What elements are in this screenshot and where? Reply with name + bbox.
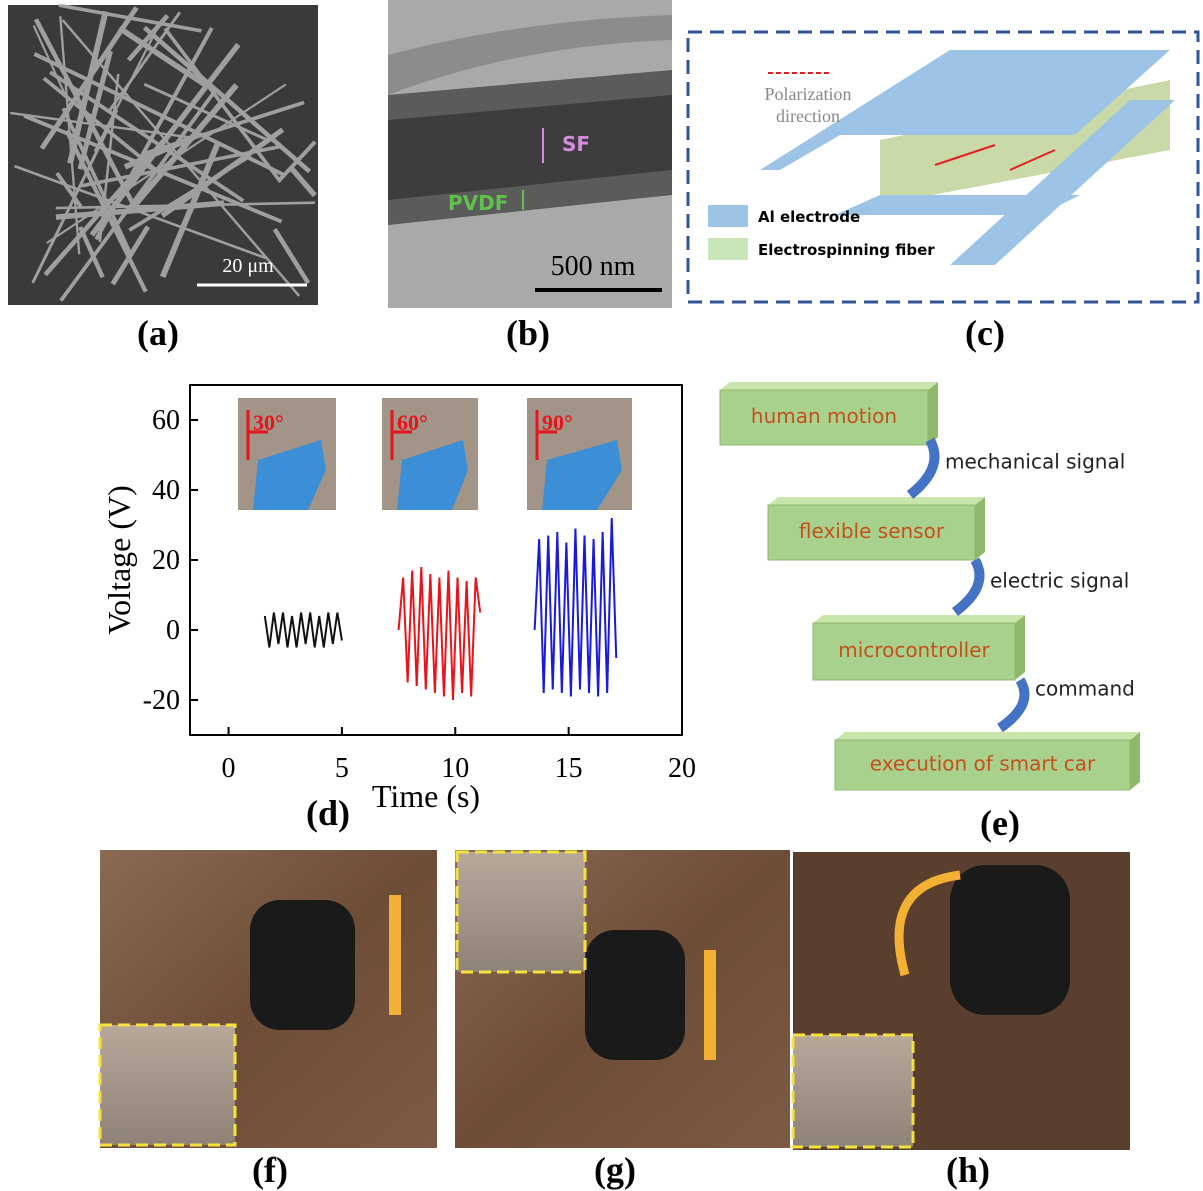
- box-side: [975, 497, 985, 560]
- box-top: [720, 382, 938, 390]
- edge-arrow: [1000, 680, 1025, 728]
- edge-arrow: [955, 560, 980, 612]
- panel-label: (c): [965, 313, 1005, 353]
- edge-label: electric signal: [990, 569, 1129, 593]
- scale-text: 500 nm: [551, 251, 636, 282]
- y-tick-label: 60: [152, 405, 180, 436]
- angle-label: 60°: [397, 410, 428, 435]
- x-tick-label: 15: [555, 753, 583, 784]
- panel-label: (d): [306, 793, 350, 833]
- box-top: [813, 615, 1025, 623]
- legend-swatch: [708, 238, 748, 260]
- x-tick-label: 0: [222, 753, 236, 784]
- layer-label: SF: [562, 132, 590, 156]
- caption: direction: [776, 106, 840, 126]
- y-tick-label: 40: [152, 475, 180, 506]
- box-top: [768, 497, 985, 505]
- edge-arrow: [910, 440, 935, 495]
- edge-label: mechanical signal: [945, 450, 1125, 474]
- legend-text: Electrospinning fiber: [758, 241, 935, 259]
- box-top: [835, 732, 1140, 740]
- y-tick-label: 0: [166, 615, 180, 646]
- series-line: [535, 518, 617, 697]
- edge-label: command: [1035, 677, 1135, 701]
- panel-label: (b): [506, 313, 550, 353]
- inset: [100, 1025, 235, 1145]
- angle-label: 90°: [542, 410, 573, 435]
- car: [585, 930, 685, 1060]
- y-axis-label: Voltage (V): [101, 485, 137, 635]
- node-label: human motion: [751, 404, 897, 428]
- node-label: microcontroller: [838, 638, 990, 662]
- box-side: [928, 382, 938, 445]
- car: [950, 865, 1070, 1015]
- panel-label: (a): [137, 313, 179, 353]
- x-tick-label: 20: [668, 753, 696, 784]
- x-axis-label: Time (s): [372, 778, 480, 814]
- y-tick-label: -20: [143, 685, 180, 716]
- figure: 20 μm (a) SF PVDF 500 nm (b) Polarizatio…: [0, 0, 1203, 1191]
- panel-label: (e): [980, 803, 1020, 843]
- layer-label: PVDF: [448, 191, 508, 215]
- inset: [457, 852, 585, 972]
- caption: Polarization: [765, 84, 852, 104]
- inset: [793, 1035, 913, 1147]
- legend-text: Al electrode: [758, 208, 860, 226]
- panel-label: (h): [946, 1150, 990, 1190]
- box-side: [1130, 732, 1140, 790]
- scale-text: 20 μm: [222, 255, 274, 277]
- legend-swatch: [708, 205, 748, 227]
- car: [250, 900, 355, 1030]
- node-label: flexible sensor: [799, 519, 945, 543]
- angle-label: 30°: [253, 410, 284, 435]
- panel-label: (f): [252, 1150, 288, 1190]
- node-label: execution of smart car: [870, 752, 1096, 776]
- electrode: [835, 195, 1080, 215]
- box-side: [1015, 615, 1025, 680]
- series-line: [399, 567, 481, 700]
- y-tick-label: 20: [152, 545, 180, 576]
- x-tick-label: 5: [335, 753, 349, 784]
- series-line: [265, 613, 342, 648]
- panel-label: (g): [594, 1150, 636, 1190]
- flowchart: human motion flexible sensor microcontroll…: [720, 382, 1140, 790]
